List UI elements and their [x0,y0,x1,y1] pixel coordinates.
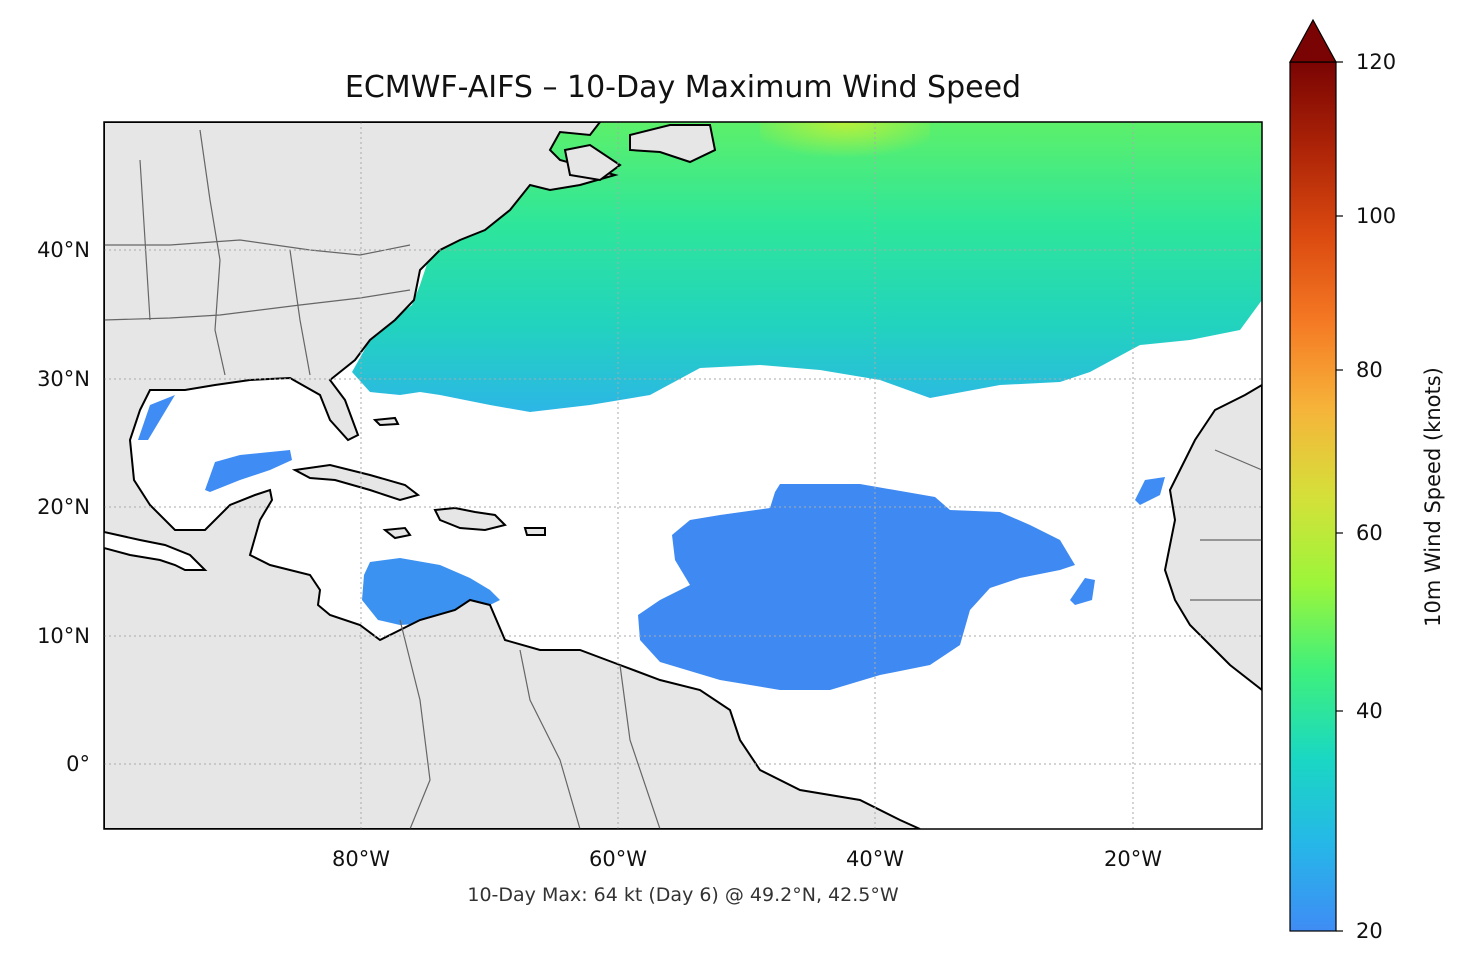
wind-field-east [1070,578,1095,605]
colorbar-tick-80: 80 [1356,358,1383,382]
colorbar-label: 10m Wind Speed (knots) [1421,367,1445,627]
colorbar-tick-40: 40 [1356,699,1383,723]
colorbar-tick-60: 60 [1356,521,1383,545]
gridlines [104,122,1262,829]
lon-tick-80w: 80°W [332,847,390,871]
land-islands [291,124,717,540]
lat-tick-0: 0° [66,752,90,776]
wind-field-central [638,484,1075,690]
land-africa [1163,383,1262,692]
colorbar-tick-100: 100 [1356,204,1396,228]
lat-tick-10n: 10°N [37,624,90,648]
map-frame [103,121,1263,830]
map-title: ECMWF-AIFS – 10-Day Maximum Wind Speed [344,70,1022,105]
political-borders [104,129,1262,829]
max-wind-footer: 10-Day Max: 64 kt (Day 6) @ 49.2°N, 42.5… [467,884,899,906]
lon-tick-20w: 20°W [1104,847,1162,871]
map-area [104,122,1262,829]
colorbar-extend-arrow [1288,18,1338,63]
colorbar-gradient [1289,61,1337,932]
wind-peak [760,122,930,182]
wind-field-gulf [205,450,292,492]
colorbar: 20 40 60 80 100 120 [1288,18,1396,943]
lat-tick-20n: 20°N [37,495,90,519]
wind-field-gulf-west [138,395,175,440]
wind-field-north [352,122,1262,412]
lat-tick-30n: 30°N [37,367,90,391]
colorbar-tick-120: 120 [1356,50,1396,74]
lat-tick-40n: 40°N [37,238,90,262]
lon-tick-60w: 60°W [589,847,647,871]
colorbar-tick-20: 20 [1356,919,1383,943]
wind-field-canary [1135,477,1165,505]
lon-tick-40w: 40°W [846,847,904,871]
